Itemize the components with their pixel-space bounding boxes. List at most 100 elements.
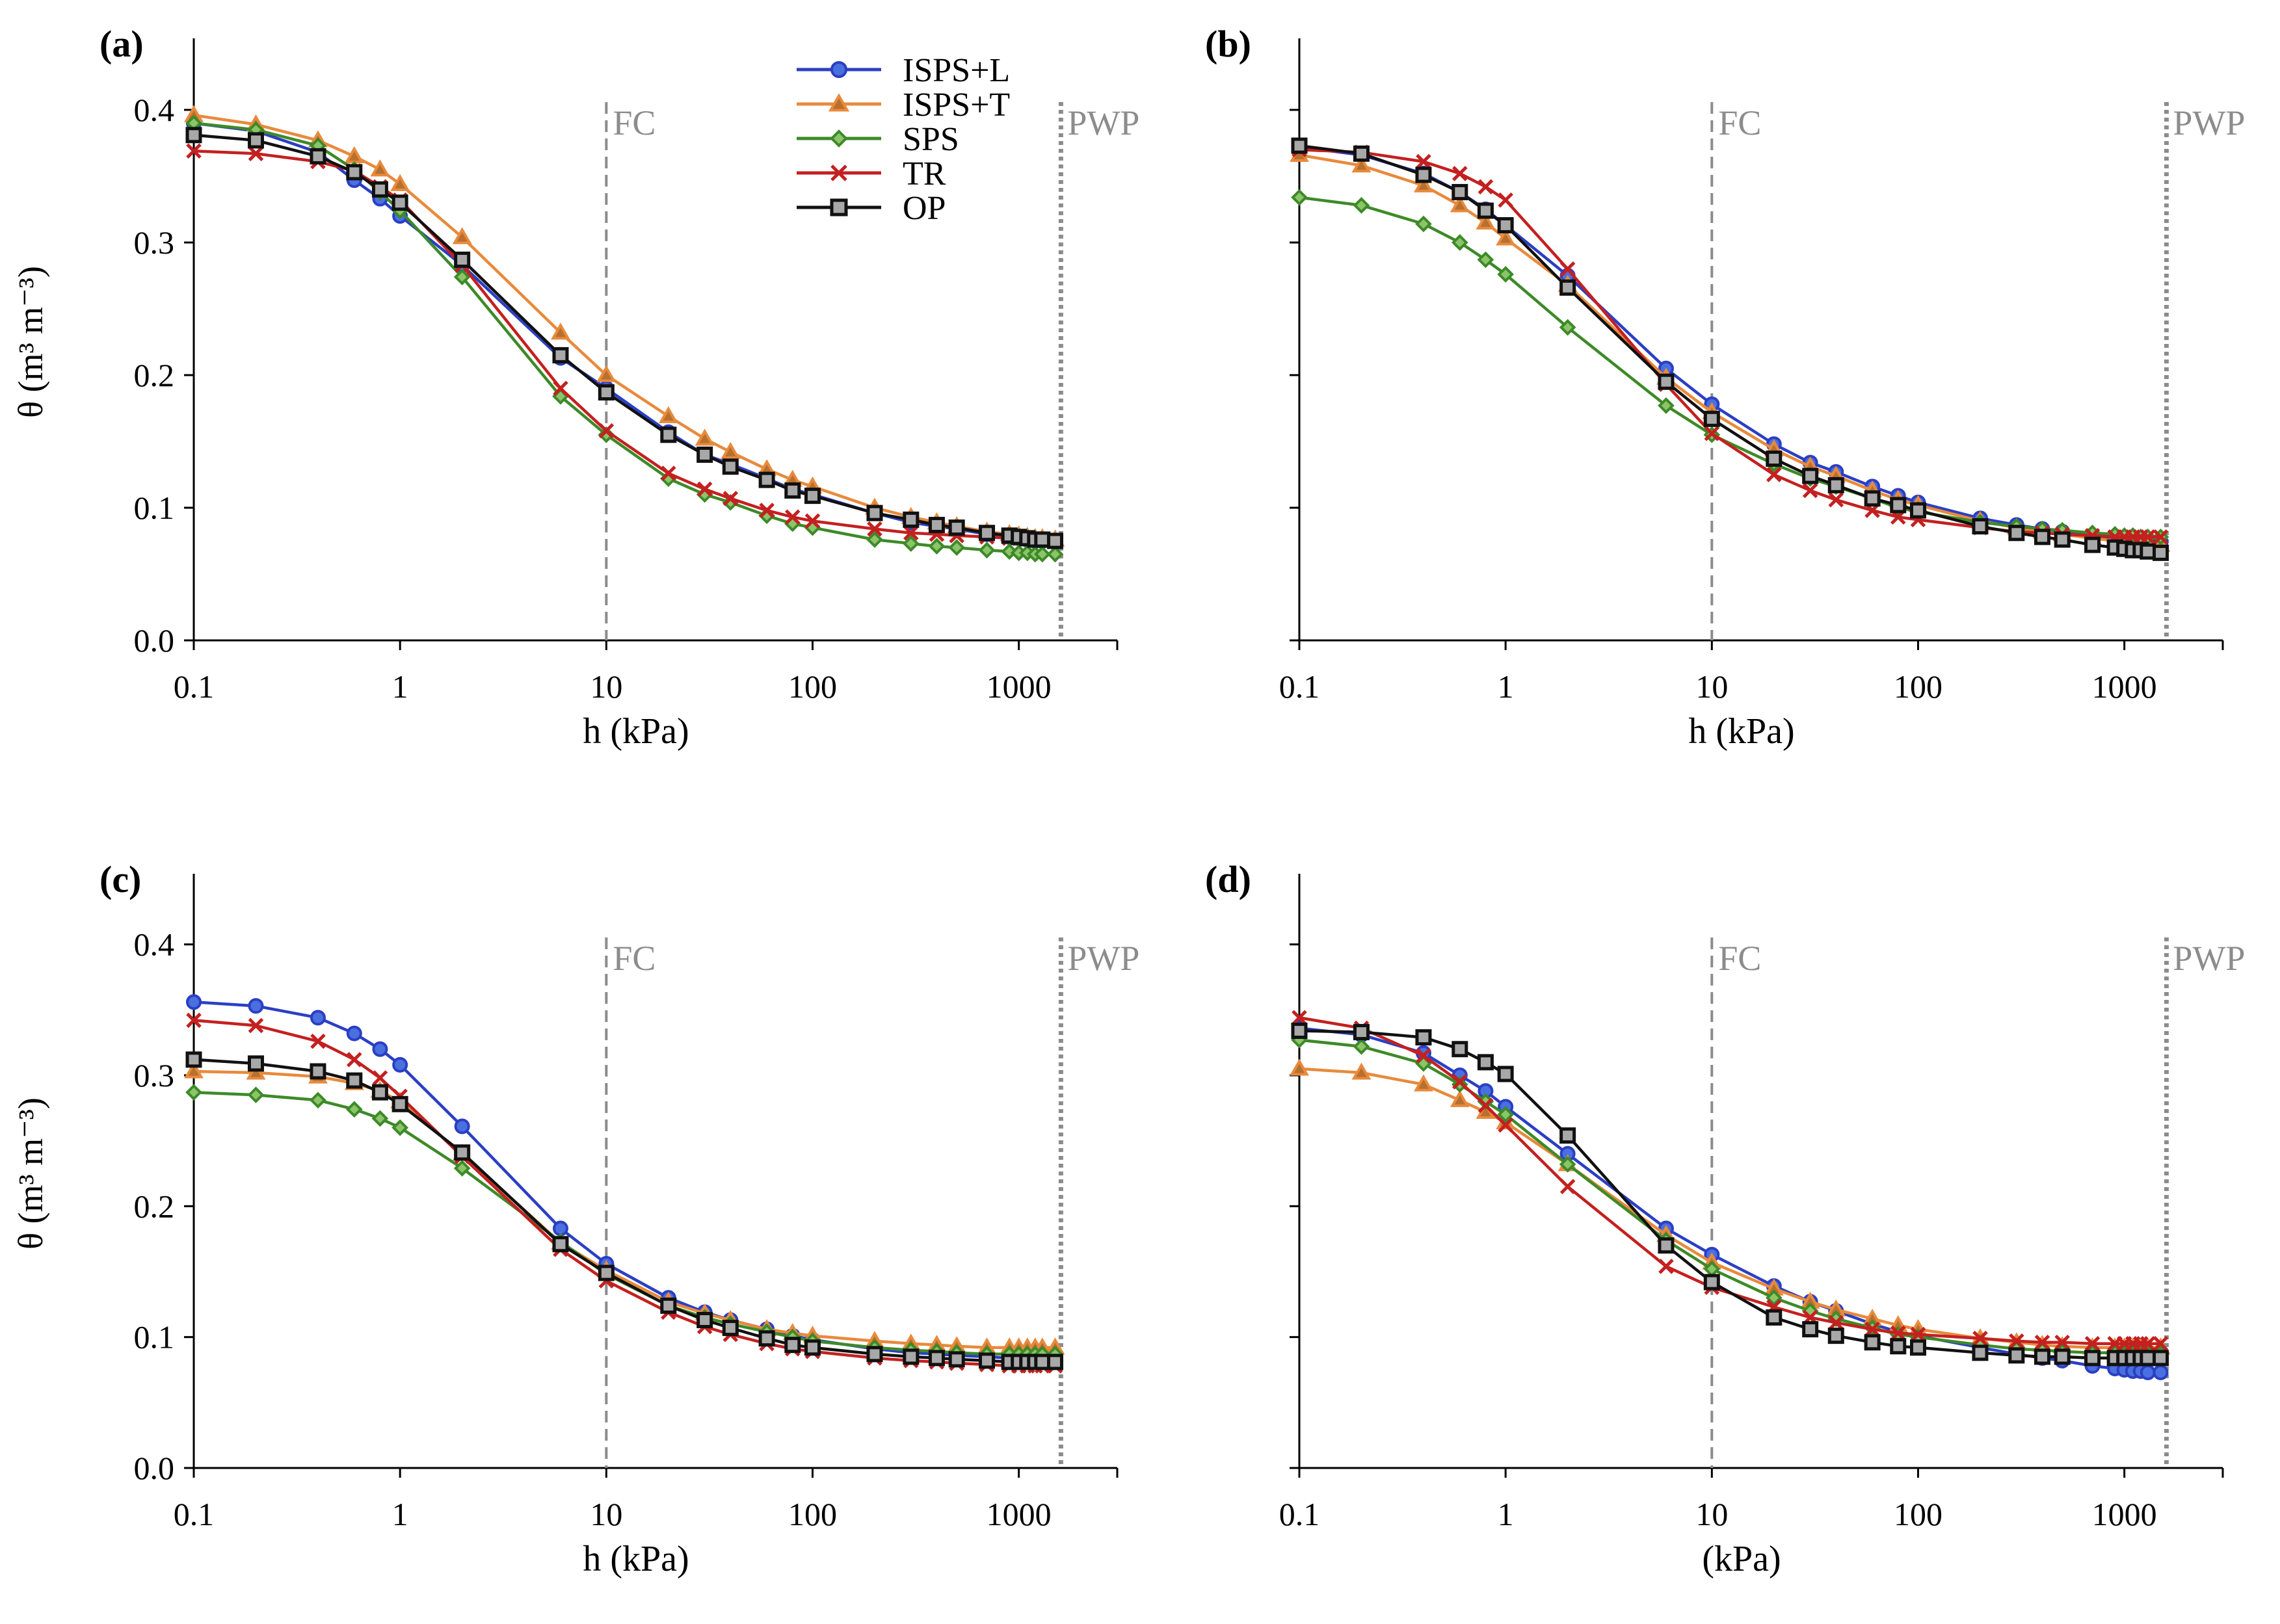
- data-point: [1496, 228, 1516, 246]
- data-point: [2140, 543, 2156, 560]
- data-point: [247, 1086, 265, 1104]
- data-point: [552, 1236, 569, 1253]
- series-line: [193, 1090, 1055, 1356]
- x-tick-label: 10: [1695, 668, 1728, 705]
- data-point: [185, 1051, 202, 1068]
- data-point: [695, 428, 715, 446]
- legend-item: SPS: [797, 121, 959, 158]
- data-point: [1703, 410, 1720, 427]
- data-point: [1827, 1328, 1844, 1344]
- panel-label: (a): [99, 23, 144, 65]
- data-point: [903, 511, 920, 528]
- series-op: [185, 1051, 1064, 1370]
- data-point: [1450, 195, 1470, 213]
- data-point: [1415, 166, 1432, 183]
- data-point: [867, 521, 882, 537]
- data-point: [2034, 529, 2050, 545]
- data-point: [661, 465, 676, 481]
- y-tick-label: 0.0: [134, 1450, 175, 1486]
- data-point: [598, 384, 615, 401]
- y-axis-label: θ (m³ m⁻³): [11, 266, 50, 418]
- legend-label: ISPS+L: [903, 52, 1010, 89]
- legend-label: SPS: [903, 121, 959, 158]
- data-point: [1498, 1117, 1513, 1133]
- x-tick-label: 0.1: [1279, 1496, 1320, 1532]
- data-point: [804, 1339, 821, 1356]
- series-line: [1299, 196, 2161, 539]
- data-point: [246, 1062, 266, 1080]
- legend-label: OP: [903, 190, 946, 227]
- data-point: [372, 1070, 388, 1086]
- reference-label-pwp: PWP: [2173, 103, 2245, 142]
- data-point: [1415, 1029, 1432, 1046]
- reference-label-fc: FC: [1718, 103, 1761, 142]
- data-point: [948, 519, 965, 536]
- data-point: [454, 252, 471, 268]
- data-point: [2008, 525, 2025, 542]
- data-point: [696, 1311, 713, 1328]
- data-point: [1864, 1334, 1881, 1351]
- data-point: [804, 513, 821, 529]
- data-point: [391, 1119, 408, 1136]
- series-line: [1299, 144, 2161, 555]
- data-point: [248, 998, 264, 1014]
- x-tick-label: 100: [1894, 668, 1942, 705]
- data-point: [2008, 1347, 2025, 1364]
- data-point: [2153, 1365, 2169, 1381]
- legend-item: TR: [797, 155, 946, 192]
- data-point: [2140, 1350, 2156, 1367]
- x-tick-label: 1000: [987, 668, 1052, 705]
- data-point: [1351, 155, 1372, 173]
- data-point: [2153, 544, 2169, 561]
- data-point: [598, 423, 615, 439]
- data-point: [866, 531, 883, 548]
- data-point: [186, 143, 202, 159]
- data-point: [1559, 261, 1576, 277]
- data-point: [1559, 319, 1576, 336]
- data-point: [2034, 1348, 2050, 1365]
- data-point: [1477, 1054, 1494, 1071]
- data-point: [979, 1352, 996, 1369]
- data-point: [696, 481, 713, 497]
- legend-marker: [828, 93, 850, 112]
- data-point: [1765, 1289, 1783, 1307]
- x-tick-label: 1: [1498, 668, 1514, 705]
- data-point: [2054, 1348, 2071, 1365]
- data-point: [346, 1072, 363, 1089]
- data-point: [371, 1110, 389, 1127]
- x-axis-label: h (kPa): [583, 711, 689, 752]
- x-tick-label: 0.1: [174, 1496, 215, 1532]
- data-point: [2084, 1350, 2101, 1367]
- legend-marker: [830, 61, 847, 78]
- data-point: [758, 1330, 775, 1347]
- data-point: [721, 441, 741, 459]
- data-point: [1828, 491, 1844, 508]
- data-point: [185, 127, 202, 144]
- data-point: [1972, 1330, 1988, 1346]
- legend-marker: [830, 164, 847, 181]
- data-point: [1353, 1038, 1370, 1055]
- data-point: [784, 482, 801, 499]
- data-point: [2084, 536, 2101, 553]
- data-point: [660, 1297, 677, 1314]
- data-point: [1291, 137, 1308, 154]
- data-point: [1658, 1259, 1674, 1274]
- series-sps: [185, 1084, 1064, 1363]
- legend-marker: [830, 129, 848, 148]
- series-line: [1299, 148, 2161, 539]
- reference-label-fc: FC: [1718, 939, 1761, 978]
- reference-label-fc: FC: [613, 103, 656, 142]
- x-tick-label: 10: [1695, 1496, 1728, 1532]
- data-point: [346, 164, 363, 181]
- panel-d: 0.1 1 10 100 1000 (kPa) (d) FC PWP: [1205, 858, 2245, 1579]
- data-point: [979, 525, 996, 542]
- x-tick-label: 100: [1894, 1496, 1942, 1532]
- data-point: [1658, 1237, 1675, 1254]
- data-point: [371, 1084, 388, 1101]
- data-point: [247, 132, 264, 149]
- data-point: [344, 146, 364, 164]
- legend-marker: [830, 198, 848, 216]
- data-point: [452, 227, 472, 244]
- data-point: [347, 1052, 362, 1067]
